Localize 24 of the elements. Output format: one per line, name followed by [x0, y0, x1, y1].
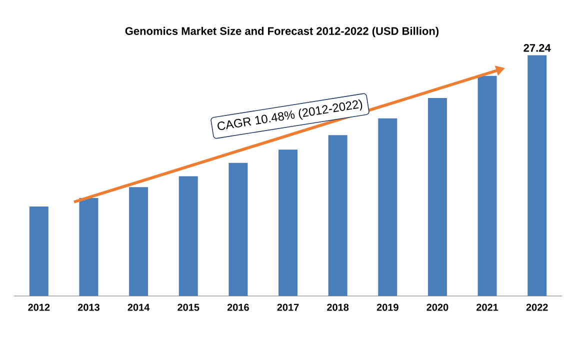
bar [278, 150, 298, 296]
bar [79, 198, 98, 296]
bar [328, 135, 348, 296]
x-tick-label: 2021 [476, 304, 498, 311]
bar [129, 187, 148, 296]
bar [228, 162, 248, 296]
x-tick-label: 2012 [28, 304, 50, 311]
chart-title: Genomics Market Size and Forecast 2012-2022 (USD Billion) [125, 26, 439, 38]
x-tick-label: 2020 [426, 304, 448, 311]
bar [528, 55, 547, 296]
x-tick-label: 2018 [327, 304, 349, 311]
data-label: 27.24 [524, 44, 551, 52]
x-tick-label: 2017 [277, 304, 299, 311]
bar [378, 118, 398, 296]
x-tick-label: 2019 [376, 304, 398, 311]
bar [178, 176, 198, 296]
bar [29, 206, 48, 296]
x-tick-label: 2022 [526, 304, 548, 311]
bar [428, 98, 447, 296]
x-tick-label: 2015 [178, 304, 200, 311]
x-tick-label: 2013 [78, 304, 100, 311]
bar [478, 76, 497, 296]
x-tick-label: 2014 [128, 304, 150, 311]
x-tick-label: 2016 [227, 304, 249, 311]
